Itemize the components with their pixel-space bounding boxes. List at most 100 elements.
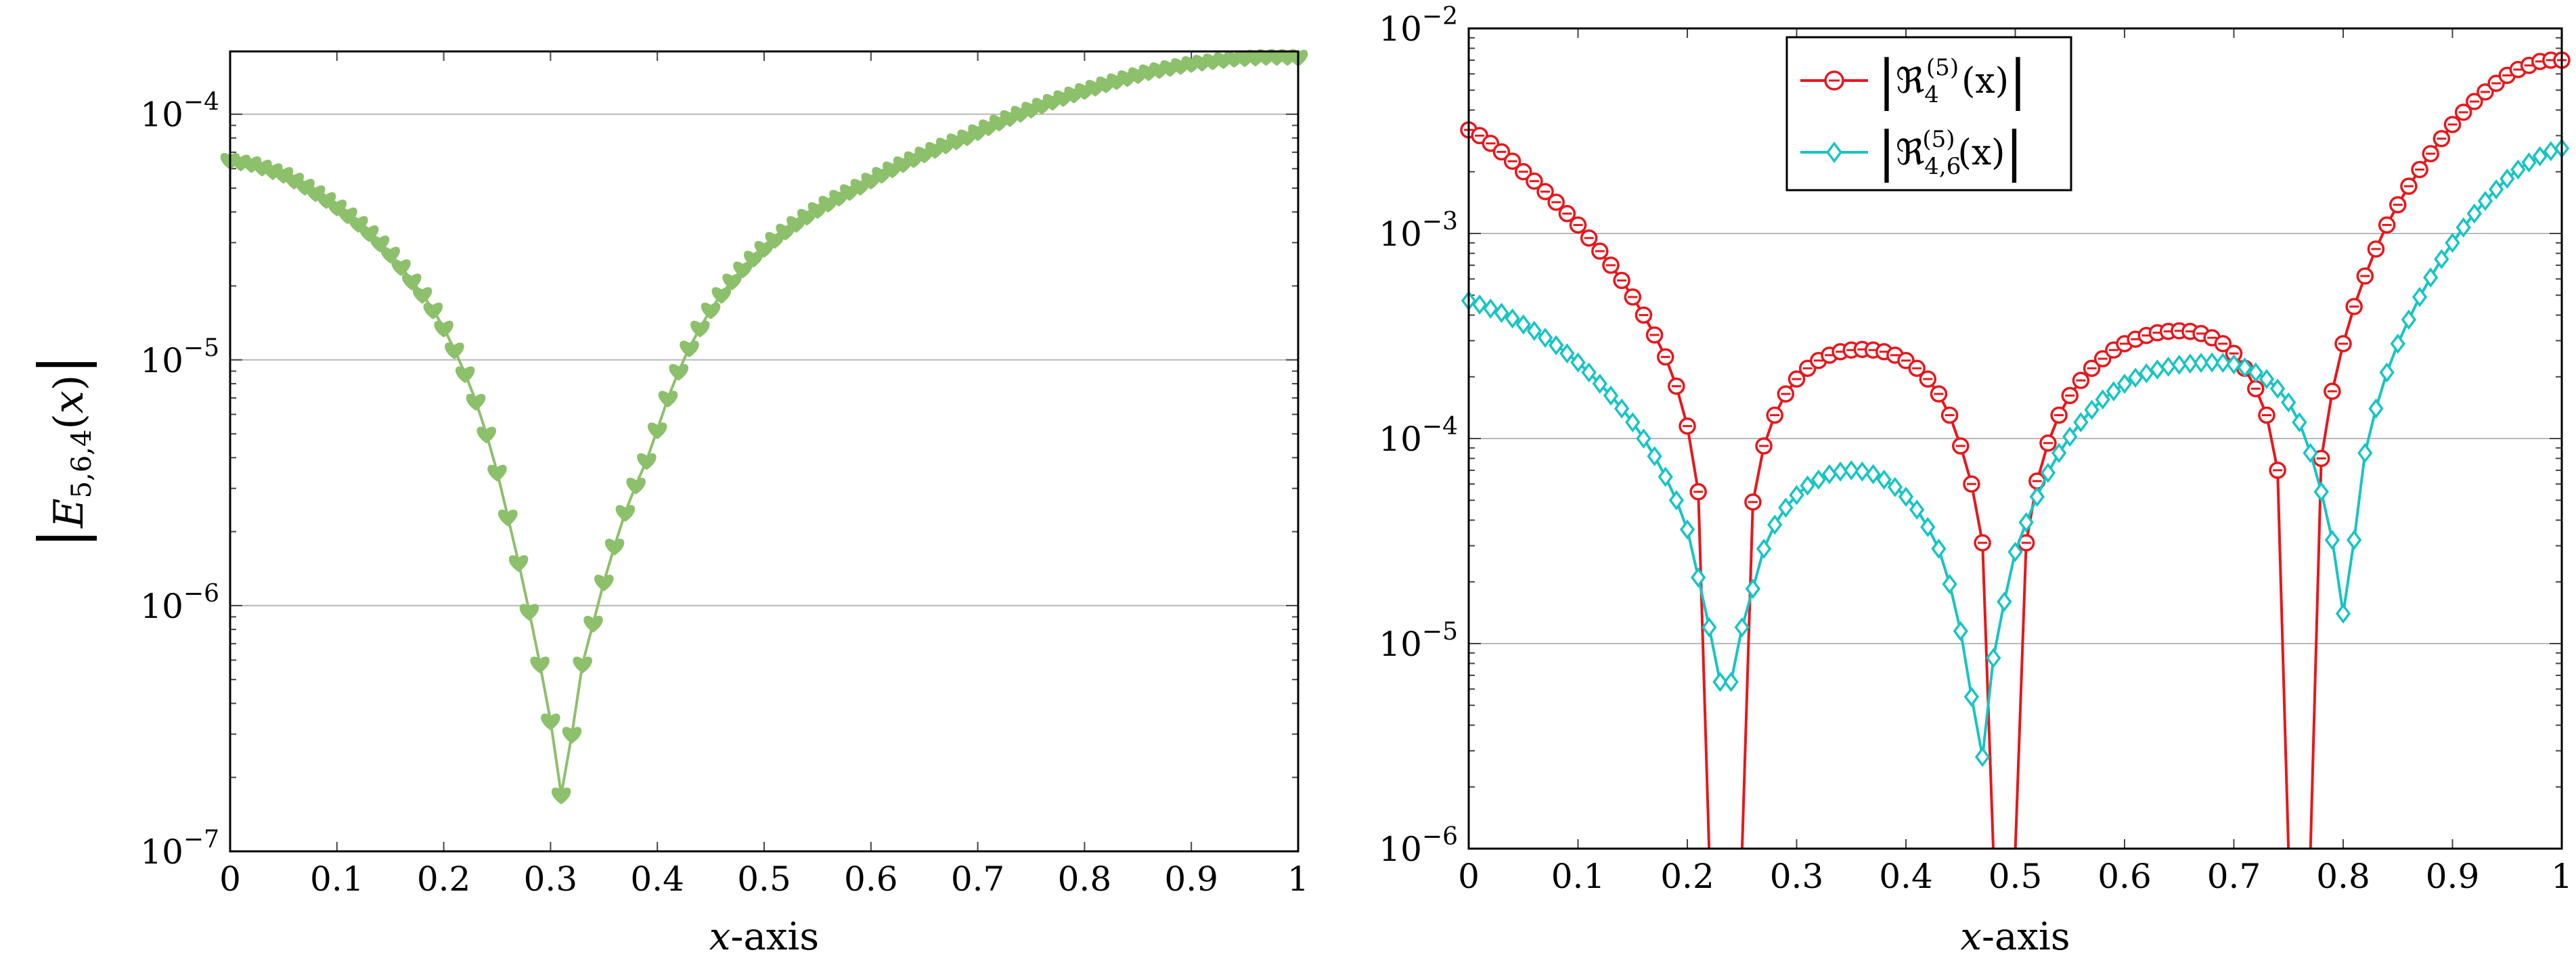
y-arg-x: x bbox=[45, 390, 93, 413]
y-tick-label: 10−6 bbox=[140, 580, 219, 626]
y-tick-label: 10−6 bbox=[1379, 823, 1458, 869]
left-tick-labels: 0 0.1 0.2 0.3 0.4 0.5 0.6 0.7 0.8 0.9 110−710−610−… bbox=[140, 89, 1309, 899]
data-point bbox=[2488, 179, 2504, 200]
data-point bbox=[1471, 294, 1488, 315]
data-point bbox=[1625, 412, 1641, 432]
data-point bbox=[1614, 398, 1630, 419]
data-point bbox=[1974, 746, 1991, 767]
data-point bbox=[1668, 490, 1685, 511]
data-point bbox=[1800, 475, 1815, 496]
y-tick-label: 10−4 bbox=[140, 89, 219, 135]
data-point bbox=[2193, 353, 2209, 374]
data-point bbox=[2281, 392, 2296, 413]
data-point bbox=[2226, 354, 2242, 375]
data-point bbox=[2368, 398, 2384, 419]
x-tick-label: 0.7 bbox=[2207, 857, 2261, 896]
data-point bbox=[2477, 191, 2493, 211]
data-point bbox=[2018, 512, 2034, 533]
data-point bbox=[2313, 481, 2329, 502]
data-point bbox=[1909, 499, 1925, 520]
y-tick-base: 10 bbox=[1379, 830, 1422, 869]
left-x-axis-suffix: -axis bbox=[731, 915, 820, 959]
data-point bbox=[552, 787, 571, 805]
data-point bbox=[1844, 460, 1859, 480]
abs-bar-left: | bbox=[26, 528, 97, 548]
data-point bbox=[423, 303, 443, 319]
data-point bbox=[1702, 617, 1717, 637]
data-point bbox=[1898, 487, 1914, 507]
x-tick-label: 0 bbox=[1458, 857, 1480, 896]
data-point bbox=[1603, 385, 1619, 406]
data-point bbox=[1526, 320, 1542, 341]
x-tick-label: 0.9 bbox=[2426, 857, 2480, 896]
data-point bbox=[455, 366, 475, 384]
x-tick-label: 0.4 bbox=[630, 859, 684, 899]
data-point bbox=[2456, 217, 2471, 238]
data-point bbox=[1789, 485, 1804, 506]
x-tick-label: 0.9 bbox=[1164, 859, 1218, 899]
data-point bbox=[562, 727, 582, 744]
data-point bbox=[637, 453, 657, 470]
left-y-axis-title: |E5,6,4(x)| bbox=[26, 355, 97, 549]
y-tick-label: 10−5 bbox=[140, 334, 219, 380]
y-tick-label: 10−2 bbox=[1379, 3, 1458, 49]
y-tick-base: 10 bbox=[1379, 625, 1422, 664]
data-point bbox=[2007, 541, 2023, 562]
x-tick-label: 0.6 bbox=[844, 859, 898, 899]
data-point bbox=[402, 273, 422, 291]
data-point bbox=[701, 303, 721, 319]
data-point bbox=[1505, 308, 1520, 329]
data-point bbox=[1832, 461, 1848, 482]
legend-superscript: (5) bbox=[1926, 54, 1959, 81]
data-point bbox=[669, 363, 688, 381]
data-point bbox=[412, 287, 432, 304]
data-point bbox=[680, 340, 699, 358]
data-point bbox=[1712, 671, 1728, 692]
data-point bbox=[2139, 363, 2154, 384]
data-point bbox=[1953, 621, 1968, 642]
data-point bbox=[541, 713, 560, 731]
x-italic: x bbox=[709, 915, 731, 959]
data-point bbox=[2335, 603, 2351, 624]
y-tick-label: 10−7 bbox=[140, 826, 219, 872]
legend-symbol: ℜ bbox=[1896, 61, 1924, 102]
data-point bbox=[2532, 145, 2548, 166]
y-tick-exponent: −2 bbox=[1422, 3, 1458, 30]
right-x-axis-suffix: -axis bbox=[1982, 915, 2070, 959]
legend-label: |ℜ4,6(5)(x)| bbox=[1878, 120, 2023, 183]
left-x-axis-title: x-axis bbox=[709, 915, 819, 959]
right-chart: 0 0.1 0.2 0.3 0.4 0.5 0.6 0.7 0.8 0.9 110−610−510−… bbox=[1379, 3, 2573, 959]
data-point bbox=[1887, 476, 1903, 497]
data-point bbox=[1931, 538, 1947, 559]
data-point bbox=[2521, 152, 2537, 173]
legend-abs-right: | bbox=[2005, 120, 2023, 183]
data-point bbox=[1559, 343, 1575, 364]
data-point bbox=[476, 426, 496, 444]
data-point bbox=[658, 390, 678, 408]
data-point bbox=[2510, 159, 2526, 180]
y-tick-exponent: −7 bbox=[183, 826, 219, 853]
y-tick-exponent: −3 bbox=[1422, 208, 1458, 236]
data-point bbox=[1778, 497, 1794, 518]
data-point bbox=[2434, 248, 2449, 269]
data-point bbox=[434, 320, 453, 338]
y-tick-label: 10−5 bbox=[1379, 618, 1458, 664]
y-tick-base: 10 bbox=[1379, 215, 1422, 254]
data-point bbox=[2269, 378, 2286, 399]
y-symbol-E: E bbox=[45, 498, 93, 529]
legend-abs-left: | bbox=[1878, 48, 1896, 111]
right-x-axis-title: x-axis bbox=[1960, 915, 2070, 959]
data-point bbox=[744, 250, 763, 268]
x-tick-label: 1 bbox=[1287, 859, 1309, 899]
data-point bbox=[1734, 617, 1750, 637]
data-point bbox=[604, 539, 625, 556]
right-plot-frame bbox=[1467, 27, 2563, 850]
x-tick-label: 0.3 bbox=[1770, 857, 1824, 896]
left-chart: 0 0.1 0.2 0.3 0.4 0.5 0.6 0.7 0.8 0.9 110−710−610−… bbox=[26, 49, 1309, 959]
data-point bbox=[711, 287, 732, 304]
data-point bbox=[380, 246, 400, 264]
y-tick-label: 10−4 bbox=[1379, 413, 1458, 459]
data-point bbox=[1581, 362, 1597, 383]
y-tick-base: 10 bbox=[140, 341, 183, 380]
data-point bbox=[2084, 399, 2100, 420]
